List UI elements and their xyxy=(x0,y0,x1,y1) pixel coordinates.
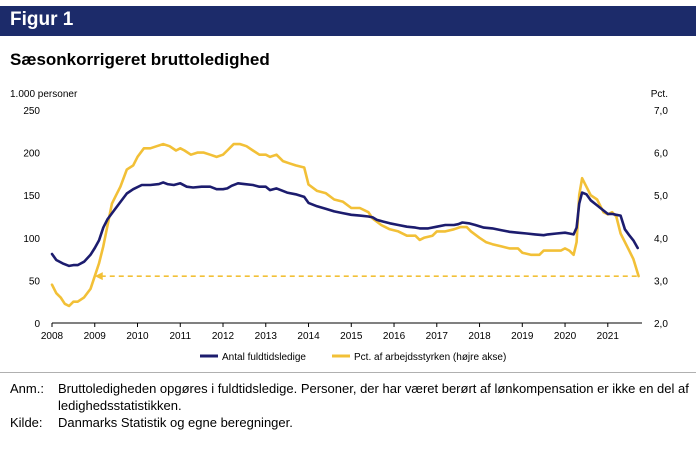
left-axis-label: 1.000 personer xyxy=(10,89,78,100)
x-tick-label: 2021 xyxy=(597,331,620,342)
right-axis-label: Pct. xyxy=(651,89,668,100)
x-tick-label: 2020 xyxy=(554,331,577,342)
x-tick-label: 2013 xyxy=(255,331,278,342)
x-tick-label: 2014 xyxy=(297,331,320,342)
left-tick-label: 200 xyxy=(23,149,40,160)
series-line-antal-fuldtidsledige xyxy=(50,181,639,268)
left-tick-label: 250 xyxy=(23,106,40,117)
left-tick-label: 150 xyxy=(23,191,40,202)
x-tick-label: 2018 xyxy=(468,331,491,342)
right-tick-label: 7,0 xyxy=(654,106,668,117)
right-tick-label: 5,0 xyxy=(654,191,668,202)
series-line-pct-arbejdsstyrken xyxy=(50,142,640,308)
x-tick-label: 2019 xyxy=(511,331,534,342)
note-kilde-text: Danmarks Statistik og egne beregninger. xyxy=(58,415,293,430)
notes-section: Anm.: Bruttoledigheden opgøres i fuldtid… xyxy=(10,380,690,431)
note-kilde: Kilde: Danmarks Statistik og egne beregn… xyxy=(10,414,690,431)
right-tick-label: 2,0 xyxy=(654,319,668,330)
legend-label-antal: Antal fuldtidsledige xyxy=(222,352,306,363)
legend-label-pct: Pct. af arbejdsstyrken (højre akse) xyxy=(354,352,506,363)
chart-title: Sæsonkorrigeret bruttoledighed xyxy=(10,50,270,69)
right-tick-label: 6,0 xyxy=(654,149,668,160)
note-anm: Anm.: Bruttoledigheden opgøres i fuldtid… xyxy=(10,380,690,414)
x-tick-label: 2012 xyxy=(212,331,235,342)
right-tick-label: 4,0 xyxy=(654,234,668,245)
right-tick-label: 3,0 xyxy=(654,276,668,287)
note-anm-text: Bruttoledigheden opgøres i fuldtidsledig… xyxy=(58,381,689,413)
line-chart: 1.000 personer Pct. 0 50 100 150 200 250 2,0 3,0 4… xyxy=(10,89,668,363)
x-tick-label: 2015 xyxy=(340,331,363,342)
figure-label: Figur 1 xyxy=(10,9,74,30)
figure-banner: Figur 1 xyxy=(0,6,696,36)
note-anm-key: Anm.: xyxy=(10,381,44,396)
reference-arrowhead xyxy=(94,272,103,281)
x-tick-label: 2009 xyxy=(84,331,107,342)
left-tick-label: 100 xyxy=(23,234,40,245)
left-tick-label: 0 xyxy=(34,319,40,330)
note-kilde-key: Kilde: xyxy=(10,415,43,430)
x-tick-label: 2011 xyxy=(170,331,192,342)
x-tick-label: 2017 xyxy=(426,331,449,342)
left-tick-label: 50 xyxy=(29,276,41,287)
notes-separator xyxy=(0,372,696,373)
x-tick-label: 2010 xyxy=(126,331,149,342)
x-tick-label: 2016 xyxy=(383,331,406,342)
x-tick-label: 2008 xyxy=(41,331,64,342)
